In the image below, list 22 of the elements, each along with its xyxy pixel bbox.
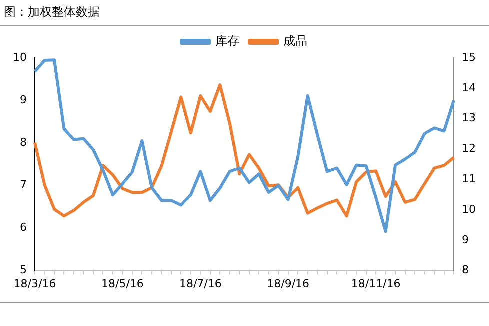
y2-tick-label: 13 xyxy=(462,112,476,125)
x-tick-label: 18/11/16 xyxy=(351,277,401,290)
x-tick-label: 18/5/16 xyxy=(101,277,144,290)
y-tick-label: 10 xyxy=(12,50,27,64)
y2-tick-label: 15 xyxy=(462,50,476,64)
y-tick-label: 6 xyxy=(20,221,27,234)
x-tick-label: 18/9/16 xyxy=(267,277,310,290)
y-tick-label: 9 xyxy=(20,93,27,106)
chart-title: 图：加权整体数据 xyxy=(0,0,489,26)
y-tick-label: 7 xyxy=(20,178,27,192)
y2-tick-label: 8 xyxy=(462,264,470,277)
y2-tick-label: 11 xyxy=(462,172,476,186)
y2-tick-label: 14 xyxy=(462,81,476,94)
y-tick-label: 5 xyxy=(20,264,27,277)
legend-label: 库存 xyxy=(216,34,240,48)
x-tick-label: 18/3/16 xyxy=(14,277,56,290)
y2-tick-label: 12 xyxy=(462,142,476,156)
y-tick-label: 8 xyxy=(20,136,27,149)
x-tick-label: 18/7/16 xyxy=(179,277,222,290)
y2-tick-label: 9 xyxy=(462,233,470,246)
legend-label: 成品 xyxy=(284,34,308,48)
y2-tick-label: 10 xyxy=(462,202,476,216)
